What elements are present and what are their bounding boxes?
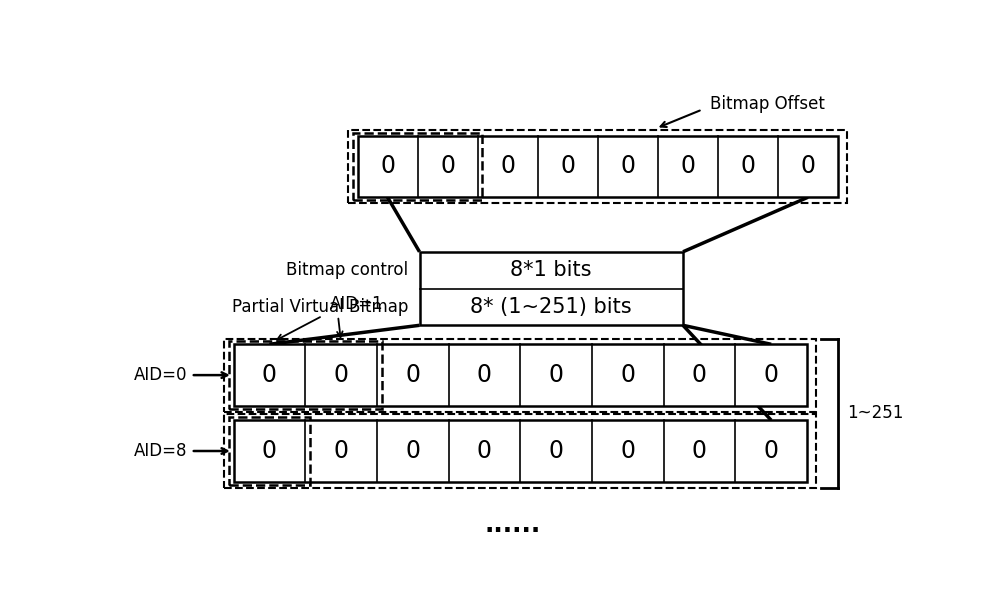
Text: 0: 0	[549, 439, 564, 463]
Text: Bitmap Offset: Bitmap Offset	[710, 95, 825, 113]
Bar	[420, 252, 683, 325]
Text: Bitmap control: Bitmap control	[286, 261, 408, 279]
Text: 0: 0	[692, 363, 707, 387]
Bar	[358, 136, 838, 197]
Text: 0: 0	[405, 439, 420, 463]
Text: 8* (1~251) bits: 8* (1~251) bits	[470, 297, 632, 317]
Text: 0: 0	[334, 439, 349, 463]
Text: 0: 0	[800, 155, 815, 179]
Text: 0: 0	[549, 363, 564, 387]
Text: 0: 0	[620, 439, 635, 463]
Bar	[234, 420, 807, 482]
Text: 0: 0	[500, 155, 515, 179]
Bar	[224, 339, 816, 411]
Text: 0: 0	[764, 439, 779, 463]
Bar	[229, 417, 310, 485]
Bar	[348, 130, 847, 203]
Text: Partial Virtual Bitmap: Partial Virtual Bitmap	[232, 298, 408, 316]
Text: 0: 0	[440, 155, 455, 179]
Text: 1~251: 1~251	[847, 404, 904, 422]
Text: 0: 0	[692, 439, 707, 463]
Text: 0: 0	[262, 439, 277, 463]
Bar	[353, 132, 482, 200]
Text: 0: 0	[620, 155, 635, 179]
Text: 0: 0	[560, 155, 575, 179]
Text: ......: ......	[484, 513, 541, 537]
Text: 0: 0	[380, 155, 395, 179]
Text: 0: 0	[764, 363, 779, 387]
Bar	[234, 344, 807, 406]
Text: 0: 0	[405, 363, 420, 387]
Text: 0: 0	[477, 439, 492, 463]
Text: AID=1: AID=1	[330, 296, 384, 314]
Text: 8*1 bits: 8*1 bits	[511, 260, 592, 280]
Text: 0: 0	[740, 155, 755, 179]
Bar	[224, 415, 816, 487]
Bar	[229, 341, 382, 409]
Text: AID=0: AID=0	[134, 366, 187, 384]
Text: 0: 0	[334, 363, 349, 387]
Text: 0: 0	[477, 363, 492, 387]
Text: 0: 0	[680, 155, 695, 179]
Text: AID=8: AID=8	[134, 442, 187, 460]
Text: 0: 0	[262, 363, 277, 387]
Text: 0: 0	[620, 363, 635, 387]
